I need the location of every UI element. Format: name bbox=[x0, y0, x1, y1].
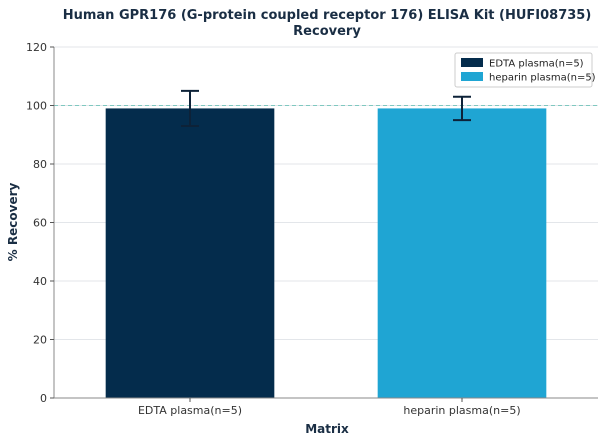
legend-label: EDTA plasma(n=5) bbox=[489, 59, 584, 70]
x-tick-label: heparin plasma(n=5) bbox=[403, 404, 520, 417]
x-tick-labels: EDTA plasma(n=5) heparin plasma(n=5) bbox=[138, 398, 521, 417]
x-axis-label: Matrix bbox=[305, 422, 349, 436]
legend-box bbox=[454, 52, 593, 88]
y-tick-label: 40 bbox=[33, 275, 47, 288]
y-tick-label: 100 bbox=[26, 100, 47, 113]
y-tick-label: 120 bbox=[26, 41, 47, 54]
chart-title-line-1: Human GPR176 (G-protein coupled receptor… bbox=[63, 8, 592, 23]
chart-title-line-2: Recovery bbox=[293, 24, 361, 39]
legend-swatch bbox=[461, 58, 483, 67]
legend-label: heparin plasma(n=5) bbox=[489, 73, 596, 84]
x-tick-label: EDTA plasma(n=5) bbox=[138, 404, 242, 417]
bar-edta-plasma bbox=[105, 108, 275, 399]
bars bbox=[105, 108, 547, 399]
y-axis-label: % Recovery bbox=[6, 183, 20, 262]
error-bars bbox=[181, 89, 471, 127]
y-tick-labels: 0 20 40 60 80 100 120 bbox=[26, 41, 54, 405]
y-tick-label: 60 bbox=[33, 217, 47, 230]
legend: EDTA plasma(n=5) heparin plasma(n=5) bbox=[454, 52, 596, 88]
bar-heparin-plasma bbox=[377, 108, 547, 399]
legend-swatch bbox=[461, 72, 483, 81]
y-tick-label: 0 bbox=[40, 392, 47, 405]
y-tick-label: 80 bbox=[33, 158, 47, 171]
y-tick-label: 20 bbox=[33, 334, 47, 347]
